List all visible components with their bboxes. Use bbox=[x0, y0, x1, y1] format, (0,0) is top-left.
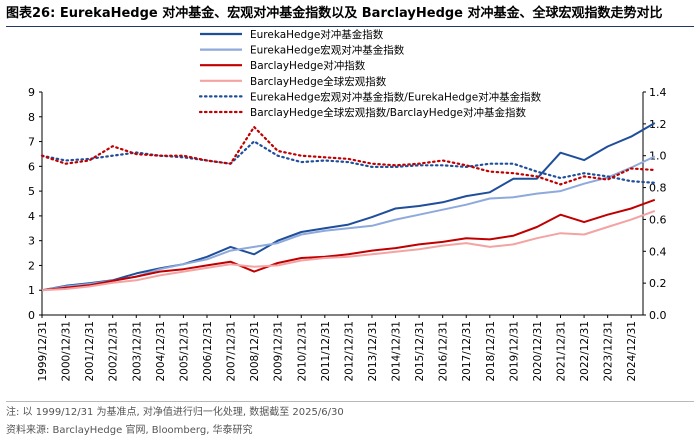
legend-label-4: BarclayHedge全球宏观指数 bbox=[250, 75, 387, 88]
x-tick-label: 2001/12/31 bbox=[84, 321, 96, 382]
x-tick-label: 2004/12/31 bbox=[155, 321, 167, 382]
right-y-tick-label: 0.8 bbox=[649, 182, 667, 195]
left-y-tick-label: 6 bbox=[28, 160, 35, 173]
x-tick-label: 2000/12/31 bbox=[61, 321, 73, 382]
x-tick-label: 2024/12/31 bbox=[626, 321, 638, 382]
right-y-tick-label: 1.4 bbox=[649, 86, 667, 99]
x-tick-label: 2019/12/31 bbox=[508, 321, 520, 382]
x-tick-label: 2007/12/31 bbox=[226, 321, 238, 382]
right-y-tick-label: 0.2 bbox=[649, 277, 667, 290]
x-tick-label: 2018/12/31 bbox=[485, 321, 497, 382]
x-tick-label: 2017/12/31 bbox=[461, 321, 473, 382]
right-y-tick-label: 0.0 bbox=[649, 309, 667, 322]
title-rule bbox=[6, 26, 694, 27]
x-tick-label: 2012/12/31 bbox=[343, 321, 355, 382]
x-tick-label: 2015/12/31 bbox=[414, 321, 426, 382]
right-y-tick-label: 1.0 bbox=[649, 150, 667, 163]
x-tick-label: 2021/12/31 bbox=[556, 321, 568, 382]
x-tick-label: 1999/12/31 bbox=[37, 321, 49, 382]
series-line-5 bbox=[40, 140, 656, 184]
x-tick-label: 2023/12/31 bbox=[603, 321, 615, 382]
x-tick-label: 2020/12/31 bbox=[532, 321, 544, 382]
legend-label-3: BarclayHedge对冲指数 bbox=[250, 59, 366, 72]
series-line-2 bbox=[41, 155, 656, 292]
chart-source: 资料来源: BarclayHedge 官网, Bloomberg, 华泰研究 bbox=[6, 425, 253, 436]
x-tick-label: 2006/12/31 bbox=[202, 321, 214, 382]
left-y-tick-label: 0 bbox=[28, 309, 35, 322]
x-tick-label: 2005/12/31 bbox=[178, 321, 190, 382]
x-tick-label: 2022/12/31 bbox=[579, 321, 591, 382]
series-line-3 bbox=[41, 198, 656, 292]
x-tick-label: 2009/12/31 bbox=[273, 321, 285, 382]
x-tick-label: 2002/12/31 bbox=[108, 321, 120, 382]
series-line-4 bbox=[41, 209, 656, 292]
right-y-tick-label: 0.6 bbox=[649, 213, 667, 226]
chart-title: 图表26: EurekaHedge 对冲基金、宏观对冲基金指数以及 Barcla… bbox=[6, 6, 663, 21]
x-tick-label: 2013/12/31 bbox=[367, 321, 379, 382]
footer-rule bbox=[6, 401, 694, 402]
left-y-tick-label: 7 bbox=[28, 136, 35, 149]
left-y-tick-label: 5 bbox=[28, 185, 35, 198]
chart-note: 注: 以 1999/12/31 为基准点, 对净值进行归一化处理, 数据截至 2… bbox=[6, 407, 344, 418]
left-y-tick-label: 9 bbox=[28, 86, 35, 99]
right-y-tick-label: 0.4 bbox=[649, 245, 667, 258]
x-tick-label: 2003/12/31 bbox=[131, 321, 143, 382]
x-tick-label: 2010/12/31 bbox=[296, 321, 308, 382]
left-y-tick-label: 8 bbox=[28, 111, 35, 124]
series-line-1 bbox=[41, 122, 656, 292]
left-y-tick-label: 3 bbox=[28, 235, 35, 248]
legend-label-6: BarclayHedge全球宏观指数/BarclayHedge对冲基金指数 bbox=[250, 106, 526, 119]
legend-label-2: EurekaHedge宏观对冲基金指数 bbox=[250, 44, 405, 57]
left-y-tick-label: 4 bbox=[28, 210, 35, 223]
left-y-tick-label: 2 bbox=[28, 259, 35, 272]
x-tick-label: 2008/12/31 bbox=[249, 321, 261, 382]
chart: 0 1 2 3 4 5 6 7 8 9 0.0 0.2 0.4 0.6 0.8 1.0 1.2 1.4 1999/1… bbox=[28, 28, 667, 382]
x-tick-label: 2016/12/31 bbox=[438, 321, 450, 382]
legend-label-5: EurekaHedge宏观对冲基金指数/EurekaHedge对冲基金指数 bbox=[250, 90, 542, 103]
left-y-tick-label: 1 bbox=[28, 284, 35, 297]
x-tick-label: 2014/12/31 bbox=[391, 321, 403, 382]
right-y-tick-label: 1.2 bbox=[649, 118, 667, 131]
legend-label-1: EurekaHedge对冲基金指数 bbox=[250, 28, 384, 41]
x-tick-label: 2011/12/31 bbox=[320, 321, 332, 382]
series-line-6 bbox=[40, 125, 656, 186]
